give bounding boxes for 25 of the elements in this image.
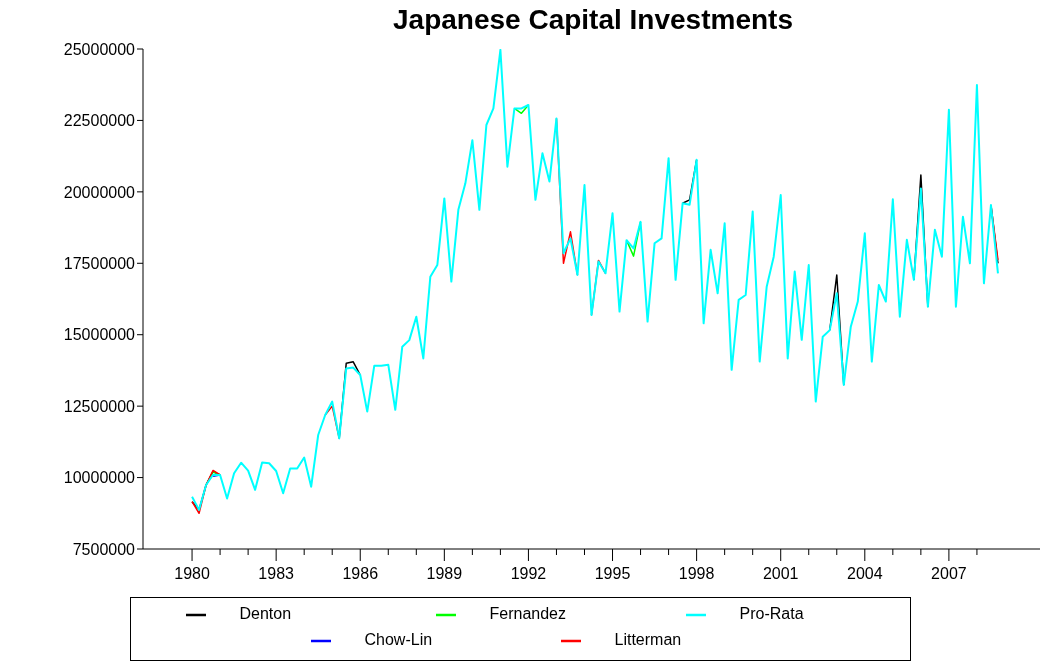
- legend-label: Pro-Rata: [739, 605, 804, 622]
- line-series: [191, 49, 999, 511]
- legend-label: Denton: [239, 605, 292, 622]
- legend-label: Chow-Lin: [364, 631, 433, 648]
- x-tick-label: 1992: [510, 565, 547, 582]
- y-tick-label: 17500000: [63, 254, 136, 272]
- x-tick-label: 1986: [342, 565, 379, 582]
- chart-title: Japanese Capital Investments: [392, 4, 794, 36]
- y-tick-label: 12500000: [63, 397, 136, 415]
- x-tick-label: 1983: [258, 565, 295, 582]
- y-tick-label: 20000000: [63, 183, 136, 201]
- x-tick-label: 2001: [762, 565, 799, 582]
- y-tick-label: 22500000: [63, 112, 136, 130]
- legend-label: Fernandez: [489, 605, 566, 622]
- legend-label: Litterman: [614, 631, 682, 648]
- y-tick-label: 15000000: [63, 326, 136, 344]
- y-tick-label: 10000000: [63, 469, 136, 487]
- x-tick-label: 2004: [847, 565, 883, 582]
- x-tick-label: 1980: [174, 565, 210, 582]
- y-tick-label: 7500000: [72, 540, 136, 558]
- x-tick-label: 1995: [594, 565, 631, 582]
- x-tick-label: 1989: [426, 565, 463, 582]
- x-tick-label: 1998: [678, 565, 715, 582]
- x-tick-label: 2007: [931, 565, 967, 582]
- y-tick-label: 25000000: [63, 40, 136, 58]
